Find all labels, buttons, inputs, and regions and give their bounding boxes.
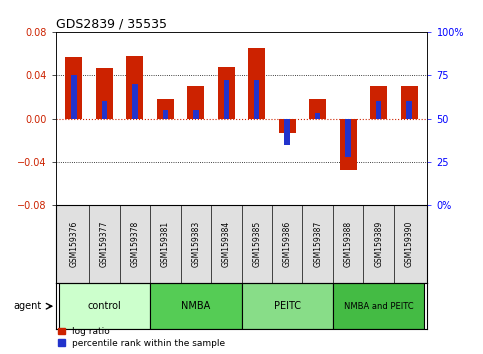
Text: GSM159388: GSM159388 [344,221,353,267]
Bar [309,99,326,119]
Bar [66,57,82,119]
Text: GSM159387: GSM159387 [313,221,322,267]
Text: agent: agent [14,301,42,311]
Bar [284,119,290,144]
Bar [163,110,168,119]
Text: GDS2839 / 35535: GDS2839 / 35535 [56,18,167,31]
Bar [218,67,235,119]
Bar [242,283,333,329]
Bar [370,86,387,119]
Bar [340,119,356,170]
Bar [254,80,259,119]
Text: NMBA and PEITC: NMBA and PEITC [344,302,413,311]
Bar [248,48,265,119]
Bar [150,283,242,329]
Text: GSM159384: GSM159384 [222,221,231,267]
Bar [333,283,425,329]
Bar [157,99,174,119]
Bar [71,75,77,119]
Text: GSM159376: GSM159376 [70,221,78,268]
Bar [345,119,351,157]
Bar [224,80,229,119]
Bar [315,113,320,119]
Bar [376,101,382,119]
Text: GSM159385: GSM159385 [252,221,261,267]
Text: PEITC: PEITC [274,301,301,311]
Legend: log ratio, percentile rank within the sample: log ratio, percentile rank within the sa… [57,327,225,348]
Bar [401,86,417,119]
Bar [101,101,107,119]
Bar [406,101,412,119]
Bar [58,283,150,329]
Bar [187,86,204,119]
Text: GSM159381: GSM159381 [161,221,170,267]
Bar [132,84,138,119]
Bar [127,56,143,119]
Bar [279,119,296,133]
Text: GSM159377: GSM159377 [100,221,109,268]
Bar [96,68,113,119]
Text: control: control [87,301,121,311]
Bar [193,110,199,119]
Text: GSM159390: GSM159390 [405,221,413,268]
Text: GSM159378: GSM159378 [130,221,139,267]
Text: GSM159389: GSM159389 [374,221,383,267]
Text: NMBA: NMBA [181,301,211,311]
Text: GSM159386: GSM159386 [283,221,292,267]
Text: GSM159383: GSM159383 [191,221,200,267]
